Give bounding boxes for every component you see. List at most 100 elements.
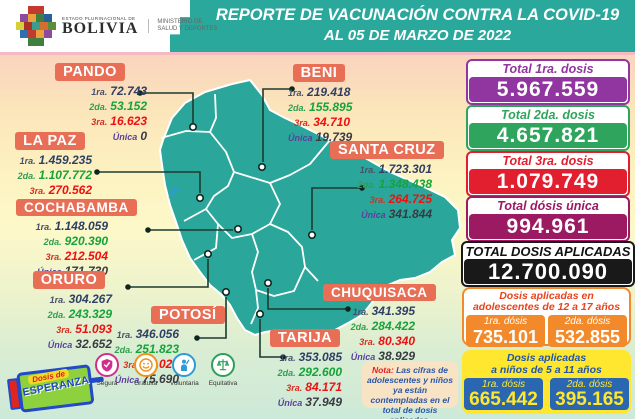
dose-value: 1.148.059 (54, 219, 108, 233)
dose-label: 2da. (17, 171, 36, 181)
value-label: Gratuita (134, 380, 158, 387)
dose-value: 212.504 (64, 249, 108, 263)
dose2-value: 532.855 (554, 327, 621, 347)
total-2da-box: Total 2da. dosis 4.657.821 (466, 105, 630, 151)
dose-value: 304.267 (68, 292, 112, 306)
dose-label: 1ra. (352, 307, 369, 317)
dose-label: 2da. (288, 103, 307, 113)
adolescents-box: Dosis aplicadas en adolescentes de 12 a … (462, 287, 631, 349)
chakana-cross-icon (16, 6, 56, 46)
government-text: ESTADO PLURINACIONAL DE BOLIVIA (62, 16, 139, 37)
dose-value: 270.562 (48, 183, 92, 197)
dept-tarija: TARIJA 1ra. 353.085 2da. 292.600 3ra. 84.17… (268, 329, 342, 410)
stat-row: 1ra. 72.743 (33, 84, 147, 99)
dept-label-la-paz: LA PAZ (15, 132, 85, 150)
dose-label: Única (288, 133, 313, 143)
dose-label: 1ra. (49, 295, 66, 305)
adolescents-title: Dosis aplicadas en adolescentes de 12 a … (472, 290, 621, 313)
stat-row: 1ra. 353.085 (268, 350, 342, 365)
header-bar: ESTADO PLURINACIONAL DE BOLIVIA MINISTER… (0, 0, 635, 52)
dept-cochabamba: COCHABAMBA 1ra. 1.148.059 2da. 920.390 3ra… (16, 199, 137, 279)
stat-row: 1ra. 346.056 (103, 327, 179, 342)
dept-label-beni: BENI (292, 64, 346, 82)
smiley-icon (133, 353, 158, 377)
dose-value: 920.390 (64, 234, 108, 248)
dose1-label: 1ra. dósis (481, 379, 526, 390)
stat-row: 1ra. 1.148.059 (16, 219, 108, 234)
dose-label: 1ra. (359, 165, 376, 175)
dose-value: 346.056 (135, 327, 179, 341)
dose-value: 38.929 (378, 349, 415, 363)
dose-value: 80.340 (378, 334, 415, 348)
stat-row: 3ra. 212.504 (16, 249, 108, 264)
stat-row: 1ra. 219.418 (288, 85, 350, 100)
dose-label: 3ra. (359, 337, 376, 347)
adolescents-cells: 1ra. dósis 735.101 2da. dósis 532.855 (464, 313, 629, 349)
dose-label: 2da. (43, 237, 62, 247)
dose-label: 1ra. (116, 330, 133, 340)
dept-oruro: ORURO 1ra. 304.267 2da. 243.329 3ra. 51.093… (26, 271, 112, 352)
dose-label: 2da. (350, 322, 369, 332)
bolivia-label: BOLIVIA (62, 20, 139, 37)
dose-label: Única (361, 210, 386, 220)
dept-label-chuquisaca: CHUQUISACA (323, 284, 436, 301)
stat-row: Única 0 (33, 129, 147, 144)
stat-row: Única 32.652 (26, 337, 112, 352)
stat-row: 2da. 1.107.772 (8, 168, 92, 183)
adolescents-dose2-cell: 2da. dósis 532.855 (548, 315, 627, 347)
dept-label-santa-cruz: SANTA CRUZ (330, 141, 444, 159)
dose-value: 1.348.438 (378, 177, 432, 191)
value-segura: Segura (90, 353, 124, 387)
total-aplicadas-label: TOTAL DOSIS APLICADAS (465, 244, 631, 259)
total-aplicadas-box: TOTAL DOSIS APLICADAS 12.700.090 (461, 241, 635, 287)
stat-row: 3ra. 270.562 (8, 183, 92, 198)
total-2da-value: 4.657.821 (469, 123, 627, 148)
government-logo: ESTADO PLURINACIONAL DE BOLIVIA MINISTER… (16, 5, 217, 47)
value-gratuita: Gratuita (129, 353, 163, 387)
person-raising-hand-icon (172, 353, 197, 377)
total-2da-label: Total 2da. dosis (500, 108, 595, 122)
dose-value: 34.710 (313, 115, 350, 129)
dose-value: 32.652 (75, 337, 112, 351)
dose2-label: 2da. dósis (564, 316, 611, 327)
lake-arrow-icon (166, 186, 180, 198)
shield-check-icon (95, 353, 119, 377)
value-label: Voluntaria (169, 380, 199, 387)
value-label: Segura (96, 380, 118, 387)
dept-label-pando: PANDO (55, 63, 125, 81)
stat-row: 1ra. 1.459.235 (8, 153, 92, 168)
dose-label: 1ra. (35, 222, 52, 232)
total-1ra-value: 5.967.559 (469, 77, 627, 102)
total-1ra-label: Total 1ra. dosis (502, 62, 594, 76)
note-prefix: Nota: (371, 365, 394, 375)
total-1ra-box: Total 1ra. dosis 5.967.559 (466, 59, 630, 105)
stat-row: 2da. 53.152 (33, 99, 147, 114)
dose-value: 16.623 (110, 114, 147, 128)
dose-value: 251.823 (135, 342, 179, 356)
stat-row: 3ra. 34.710 (288, 115, 350, 130)
stat-row: 3ra. 16.623 (33, 114, 147, 129)
dept-potosi: POTOSÍ 1ra. 346.056 2da. 251.823 3ra. 65.02… (103, 306, 225, 387)
dose2-value: 395.165 (555, 389, 624, 410)
total-unica-value: 994.961 (469, 214, 627, 239)
children-dose1-cell: 1ra. dósis 665.442 (464, 378, 543, 410)
dept-pando: PANDO 1ra. 72.743 2da. 53.152 3ra. 16.623 Ú… (33, 63, 147, 144)
header-divider (0, 52, 635, 55)
stat-row: 2da. 284.422 (323, 319, 415, 334)
stat-row: 2da. 251.823 (103, 342, 179, 357)
stat-row: 2da. 920.390 (16, 234, 108, 249)
header-teal-shape (170, 0, 635, 52)
connector-lines (97, 88, 362, 358)
note-box: Nota: Las cifras de adolescentes y niños… (362, 361, 458, 419)
dose1-label: 1ra. dósis (483, 316, 528, 327)
dose-value: 19.739 (315, 130, 353, 144)
stat-row: Única 38.929 (323, 349, 415, 364)
total-3ra-box: Total 3ra. dosis 1.079.749 (466, 151, 630, 197)
stat-row: Única 19.739 (288, 130, 353, 145)
stat-row: 2da. 155.895 (288, 100, 352, 115)
dept-chuquisaca: CHUQUISACA 1ra. 341.395 2da. 284.422 3ra. 8… (323, 284, 436, 364)
stat-row: Única 37.949 (268, 395, 342, 410)
dose-value: 37.949 (305, 395, 342, 409)
